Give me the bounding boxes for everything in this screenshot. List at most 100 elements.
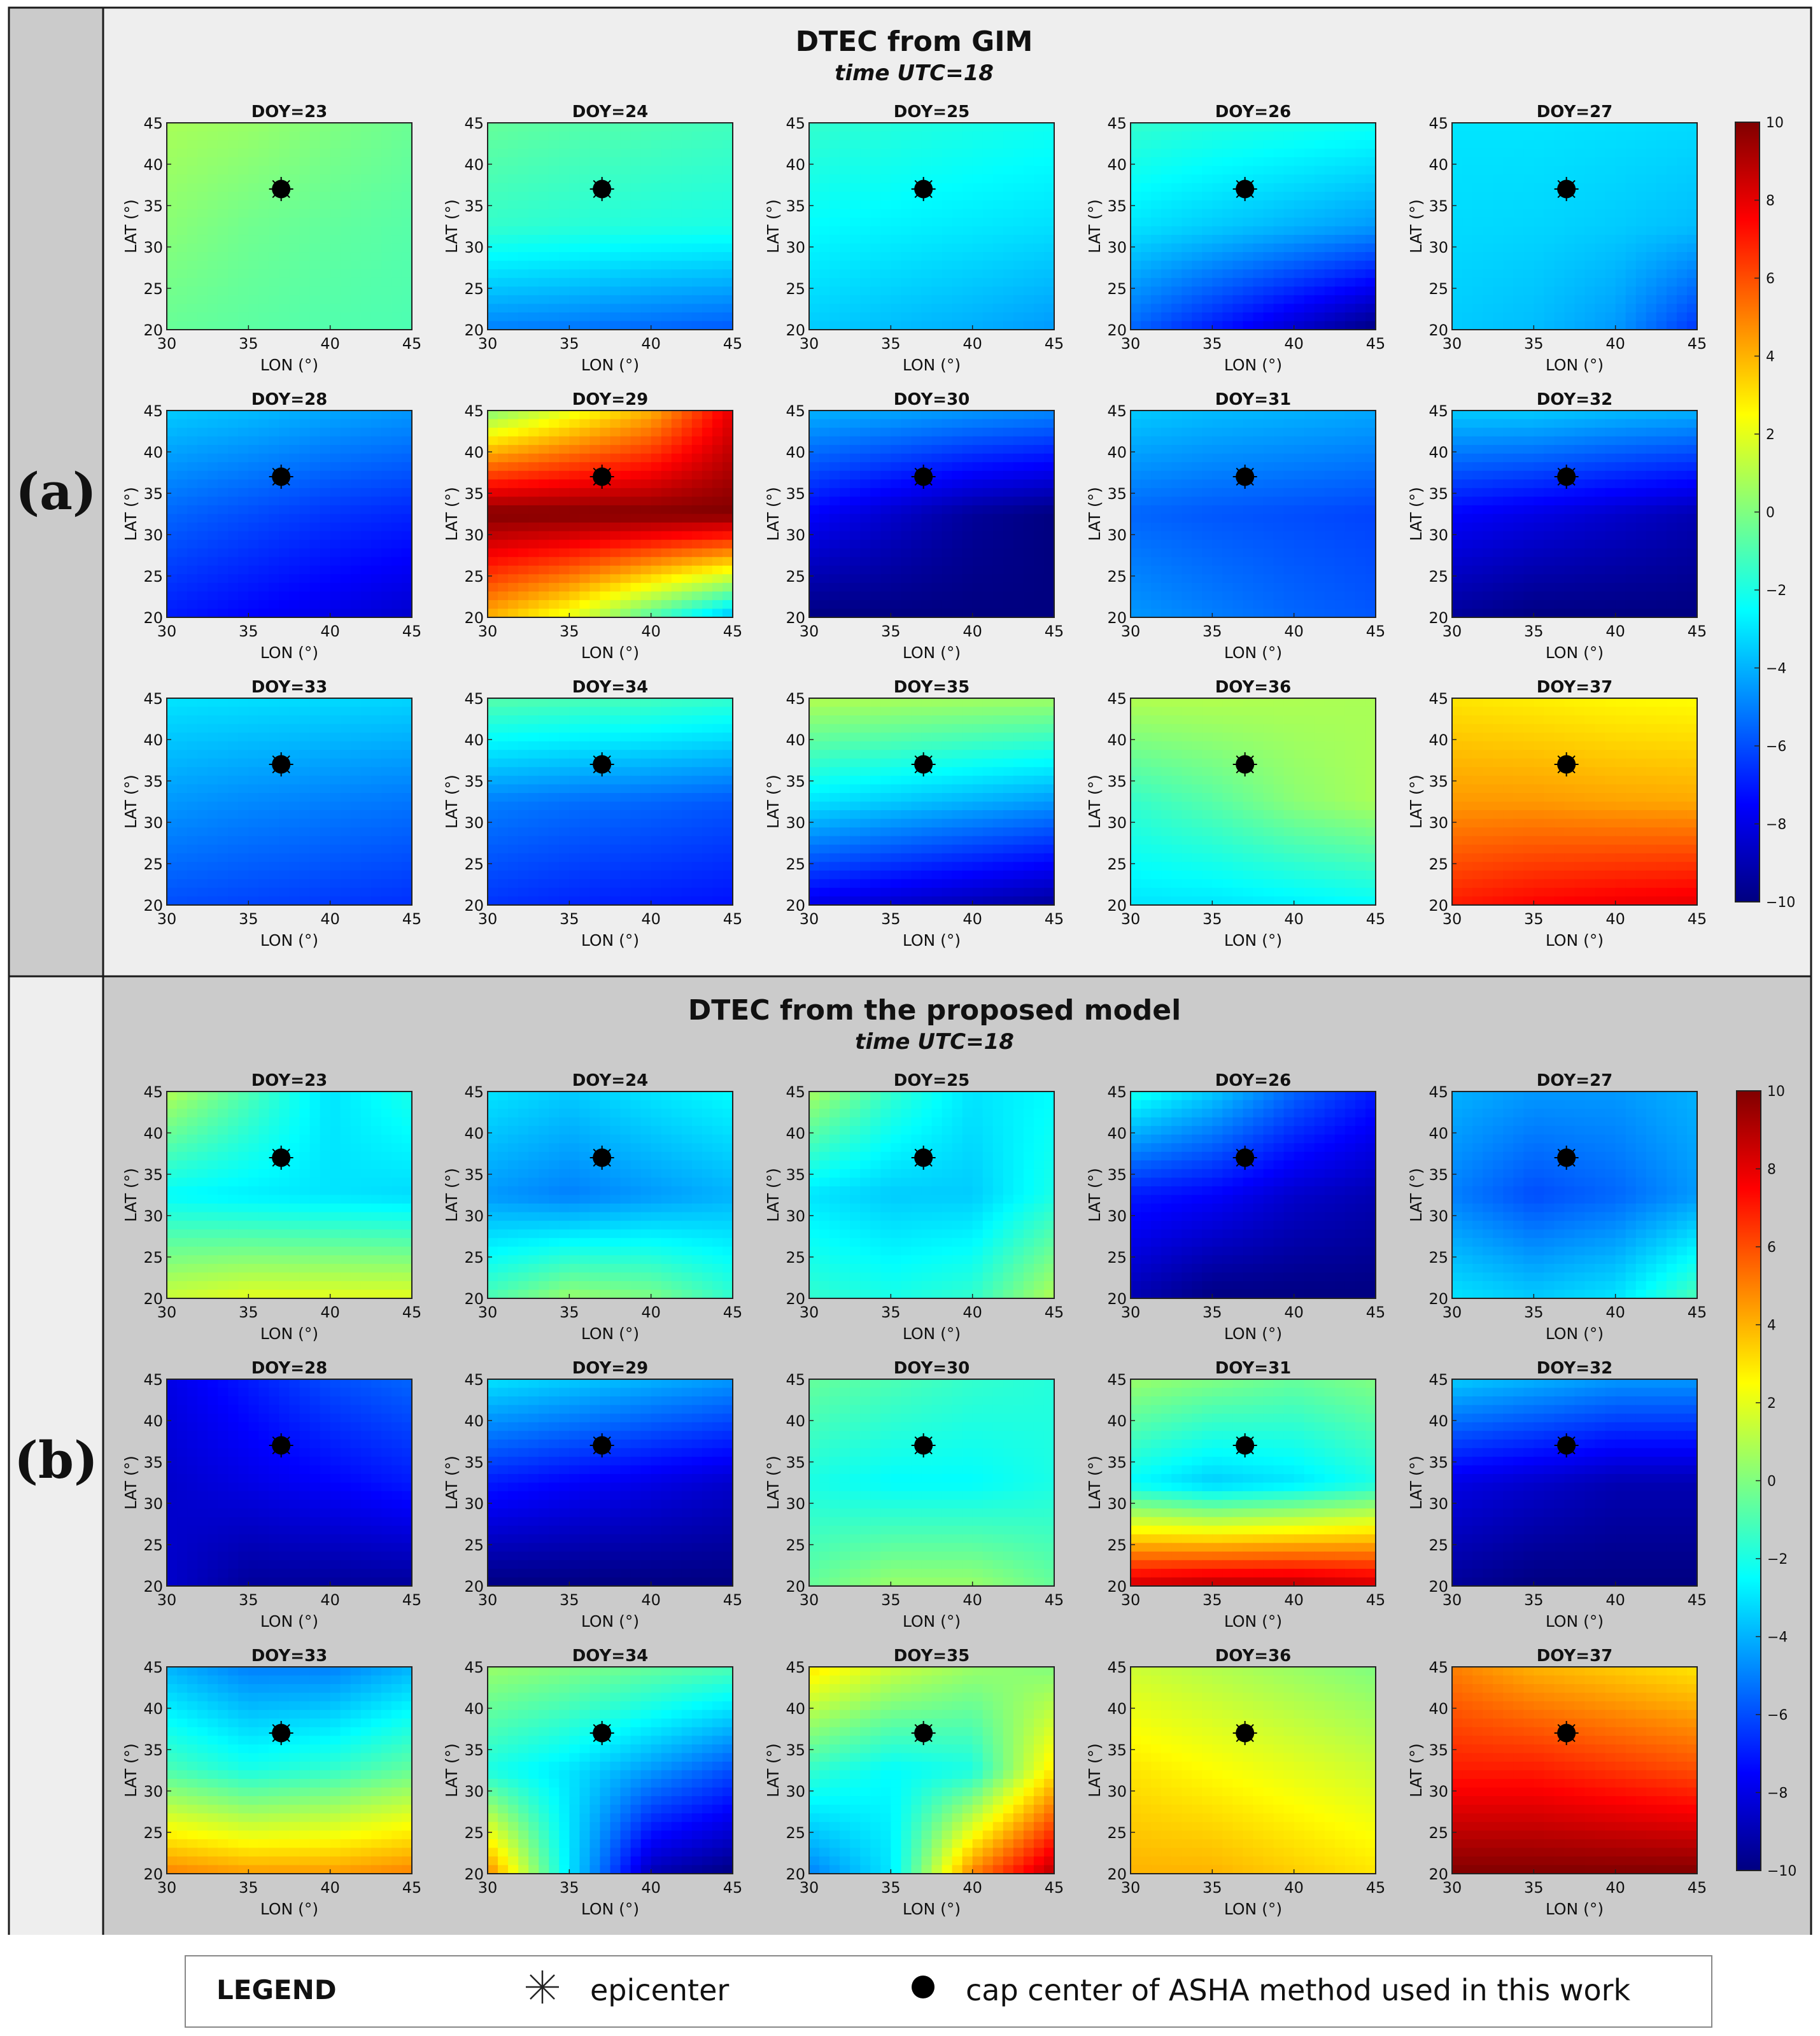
heatmap-cell xyxy=(860,531,871,540)
heatmap-cell xyxy=(1212,445,1223,454)
heatmap-cell xyxy=(1131,218,1141,227)
heatmap-cell xyxy=(1472,244,1483,253)
heatmap-cell xyxy=(351,140,362,149)
heatmap-cell xyxy=(942,471,953,480)
heatmap-cell xyxy=(692,140,703,149)
heatmap-cell xyxy=(911,269,922,278)
heatmap-cell xyxy=(610,496,621,505)
heatmap-cell xyxy=(712,209,723,218)
heatmap-cell xyxy=(330,304,341,312)
heatmap-cell xyxy=(167,132,178,141)
heatmap-cell xyxy=(1677,192,1688,200)
heatmap-cell xyxy=(1212,462,1223,471)
heatmap-cell xyxy=(238,454,249,463)
heatmap-cell xyxy=(1554,140,1565,149)
heatmap-cell xyxy=(1646,123,1657,132)
heatmap-cell xyxy=(300,496,311,505)
heatmap-cell xyxy=(579,540,590,549)
heatmap-cell xyxy=(723,209,733,218)
heatmap-cell xyxy=(1315,252,1325,261)
heatmap-cell xyxy=(1365,200,1376,209)
heatmap-cell xyxy=(1616,304,1626,312)
heatmap-cell xyxy=(187,149,198,158)
heatmap-cell xyxy=(860,286,871,295)
heatmap-cell xyxy=(589,454,600,463)
heatmap-cell xyxy=(579,192,590,200)
heatmap-cell xyxy=(1345,209,1356,218)
y-tick-label: 35 xyxy=(786,197,805,215)
heatmap-cell xyxy=(829,140,840,149)
heatmap-cell xyxy=(682,566,693,575)
heatmap-cell xyxy=(361,411,372,419)
heatmap-cell xyxy=(901,411,912,419)
heatmap-cell xyxy=(508,227,519,235)
heatmap-cell xyxy=(1151,200,1162,209)
heatmap-cell xyxy=(973,514,984,523)
heatmap-cell xyxy=(819,209,830,218)
heatmap-cell xyxy=(809,419,820,428)
heatmap-cell xyxy=(1656,244,1667,253)
heatmap-cell xyxy=(1626,218,1637,227)
heatmap-cell xyxy=(1667,132,1677,141)
heatmap-cell xyxy=(1003,608,1014,617)
heatmap-cell xyxy=(860,583,871,592)
heatmap-cell xyxy=(1564,261,1575,270)
x-tick-label: 45 xyxy=(402,622,422,640)
heatmap-cell xyxy=(921,600,932,609)
heatmap-cell xyxy=(1636,278,1647,287)
heatmap-cell xyxy=(809,531,820,540)
heatmap-cell xyxy=(712,321,723,330)
heatmap-cell xyxy=(1335,123,1346,132)
heatmap-cell xyxy=(1503,174,1514,183)
heatmap-cell xyxy=(559,583,570,592)
heatmap-cell xyxy=(901,428,912,437)
heatmap-cell xyxy=(702,488,713,497)
heatmap-cell xyxy=(850,496,861,505)
heatmap-cell xyxy=(840,174,850,183)
heatmap-cell xyxy=(1503,269,1514,278)
heatmap-cell xyxy=(651,252,662,261)
heatmap-cell xyxy=(228,286,239,295)
heatmap-cell xyxy=(682,192,693,200)
heatmap-cell xyxy=(1365,321,1376,330)
heatmap-cell xyxy=(1626,166,1637,175)
heatmap-cell xyxy=(1452,174,1463,183)
heatmap-cell xyxy=(1677,218,1688,227)
heatmap-cell xyxy=(300,523,311,531)
heatmap-cell xyxy=(549,252,560,261)
heatmap-cell xyxy=(1335,286,1346,295)
heatmap-cell xyxy=(402,608,413,617)
heatmap-cell xyxy=(290,549,300,558)
heatmap-cell xyxy=(1677,269,1688,278)
heatmap-cell xyxy=(549,531,560,540)
heatmap-cell xyxy=(341,566,351,575)
heatmap-cell xyxy=(1315,132,1325,141)
heatmap-cell xyxy=(819,583,830,592)
heatmap-cell xyxy=(310,183,321,192)
heatmap-cell xyxy=(891,428,901,437)
heatmap-cell xyxy=(963,462,973,471)
heatmap-cell xyxy=(1462,140,1473,149)
heatmap-cell xyxy=(381,411,392,419)
heatmap-cell xyxy=(508,531,519,540)
heatmap-cell xyxy=(1554,200,1565,209)
heatmap-cell xyxy=(208,488,218,497)
heatmap-cell xyxy=(1243,261,1253,270)
heatmap-cell xyxy=(702,312,713,321)
heatmap-cell xyxy=(891,514,901,523)
heatmap-cell xyxy=(1503,200,1514,209)
heatmap-cell xyxy=(341,252,351,261)
heatmap-cell xyxy=(610,479,621,488)
heatmap-cell xyxy=(1605,166,1616,175)
heatmap-cell xyxy=(600,157,610,166)
heatmap-cell xyxy=(993,591,1004,600)
heatmap-cell xyxy=(1182,454,1192,463)
heatmap-cell xyxy=(310,514,321,523)
heatmap-cell xyxy=(498,321,509,330)
heatmap-cell xyxy=(901,531,912,540)
heatmap-cell xyxy=(1243,454,1253,463)
heatmap-cell xyxy=(1325,192,1336,200)
heatmap-cell xyxy=(631,132,642,141)
y-tick-label: 40 xyxy=(464,156,484,174)
heatmap-cell xyxy=(610,445,621,454)
